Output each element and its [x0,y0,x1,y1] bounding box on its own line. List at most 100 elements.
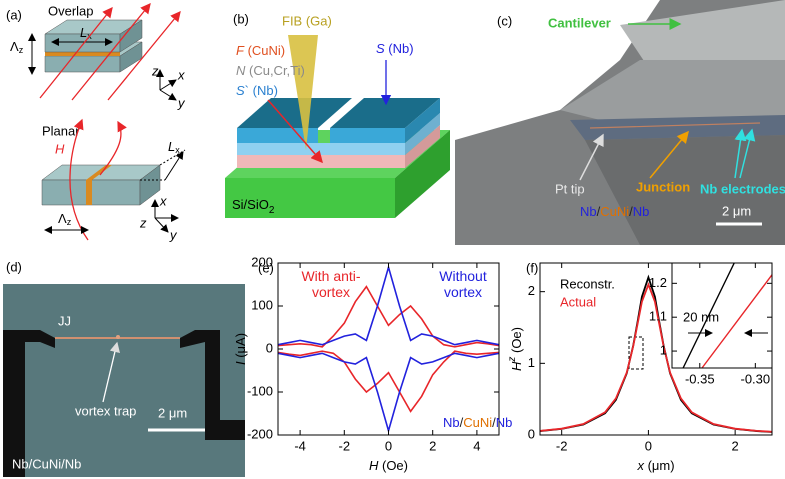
text-part: Nb [580,204,597,219]
fib-beam [288,35,318,150]
x-tick-label: -2 [556,438,568,453]
panel-label: (d) [6,259,22,274]
substrate [225,178,395,218]
panel-c: (c) Cantilever Pt tip Junction Nb electr… [455,0,785,245]
s-block [237,128,318,143]
field-line [39,6,113,99]
x-tick-label: 0 [645,438,652,453]
pt-tip-label: Pt tip [555,181,585,196]
y-tick-label: 1 [660,343,667,358]
junction-line [589,122,761,129]
panel-label: (e) [258,260,274,275]
legend-entry: Reconstr. [560,276,615,291]
axis-arrow [159,89,177,101]
n-layer-label: N (Cu,Cr,Ti) [236,63,305,78]
label-part: (μm) [644,458,675,473]
text-part: CuNi [463,415,492,430]
electrodes-label: Nb electrodes [700,181,785,196]
sem-background [455,0,660,140]
data-line [539,281,773,433]
panel-label: (f) [526,260,538,275]
material-label: Nb/CuNi/Nb [443,415,512,430]
axis-arrow [154,217,169,233]
series-label: Without vortex [439,268,487,300]
text-part: CuNi [600,204,629,219]
x-tick-label: -0.30 [741,371,771,386]
axis-name: y [169,227,178,242]
text-part: / [492,415,496,430]
pointer [579,133,604,181]
cantilever [620,0,785,70]
pointer [649,130,689,179]
legend-entry: Actual [560,294,596,309]
x-tick-label: 2 [429,438,436,453]
text-part: Nb [633,204,650,219]
x-tick-label: 2 [732,438,739,453]
axis-name: z [151,63,159,78]
s-layer-label: S (Nb) [376,41,414,56]
cantilever-label: Cantilever [548,15,611,30]
s-block [330,98,440,128]
y-axis-label: I (μA) [233,333,248,365]
x-axis-label: H (Oe) [369,458,408,473]
field-line [69,118,89,241]
pointer [739,128,756,179]
s-block [405,98,440,143]
series-label: With anti-vortex [301,268,361,300]
x-tick-label: -4 [294,438,306,453]
data-line [682,262,735,369]
structure [585,135,785,245]
substrate [395,130,450,218]
axis-name: x [159,193,167,208]
text-part: / [460,415,464,430]
material-label: Nb/CuNi/Nb [12,456,81,471]
s-prime-label: S` (Nb) [236,83,278,98]
panel-a: (a) Overlap Lx Λz z y x Planar H Lx Λz x… [6,2,186,242]
block [139,164,161,206]
y-tick-label: 100 [251,297,273,312]
field-line [99,120,127,176]
field-line [107,10,181,101]
panel-label: (b) [233,11,249,26]
y-tick-label: -100 [247,383,273,398]
label-part: (Oe) [509,327,524,357]
x-tick-label: -0.35 [685,371,715,386]
text-part: Nb [496,415,513,430]
label-part: I [233,361,248,365]
y-tick-label: 0 [266,340,273,355]
y-tick-label: 2 [528,283,535,298]
f-layer-label: F (CuNi) [236,43,285,58]
substrate-label: Si/SiO2 [232,197,275,215]
text-part: Nb [443,415,460,430]
s-prime-layer [405,113,440,155]
electrode [3,330,55,477]
data-line [277,285,500,348]
dimension-arrow [164,151,184,181]
overlap-label: Overlap [48,3,94,18]
trap-label: vortex trap [75,403,136,418]
axis-name: y [177,95,186,110]
s-block [237,98,352,128]
zoom-box [628,336,644,370]
x-axis-label: x (μm) [636,458,674,473]
planar-label: Planar [42,123,80,138]
s-block [330,128,405,143]
block [44,55,121,73]
sem-image [3,284,245,477]
scale-label: 2 μm [722,203,751,218]
axis-arrow [159,79,177,91]
n-layer [405,125,440,168]
scale-label: 2 μm [158,405,187,420]
panel-b: (b) FIB (Ga) F (CuNi) N (Cu,Cr,Ti) S` (N… [225,11,450,218]
x-tick-label: 0 [385,438,392,453]
data-line [277,350,500,413]
field-label: H [55,141,65,156]
panel-label: (c) [497,13,512,28]
y-tick-label: 1.2 [649,275,667,290]
text-part: / [597,204,601,219]
junction-label: Junction [636,179,690,194]
pointer [734,128,747,179]
material-label: Nb/CuNi/Nb [580,204,649,219]
label-part: z [507,357,518,363]
